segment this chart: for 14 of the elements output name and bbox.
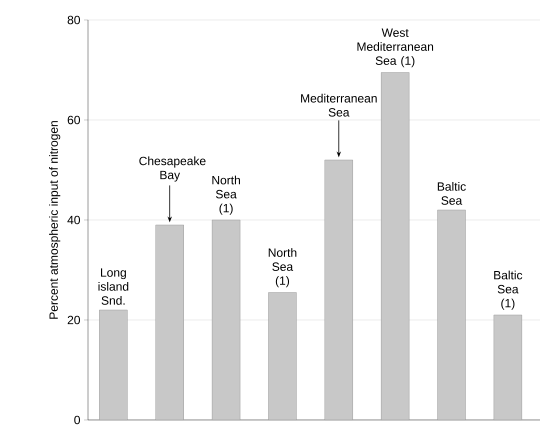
x-tick-label: Long island Snd. — [98, 268, 128, 305]
y-tick-label: 20 — [68, 316, 80, 324]
x-tick-label: Baltic Sea — [438, 182, 466, 205]
y-tick-label: 0 — [74, 416, 80, 424]
y-tick-label: 60 — [68, 116, 80, 124]
x-tick-label: Baltic Sea (1) — [494, 270, 522, 310]
x-tick-label: North Sea (1) — [212, 176, 240, 215]
y-tick-label: 40 — [67, 216, 80, 224]
y-tick-label: 80 — [68, 16, 80, 24]
x-tick-label: West Mediterranean Sea (1) — [357, 28, 434, 68]
x-tick-label: North Sea (1) — [268, 248, 296, 288]
y-axis-title: Percent atmospheric input of nitrogen — [49, 121, 60, 319]
x-tick-label: Mediterranean Sea — [301, 94, 377, 117]
x-tick-label: Chesapeake Bay — [139, 156, 206, 182]
